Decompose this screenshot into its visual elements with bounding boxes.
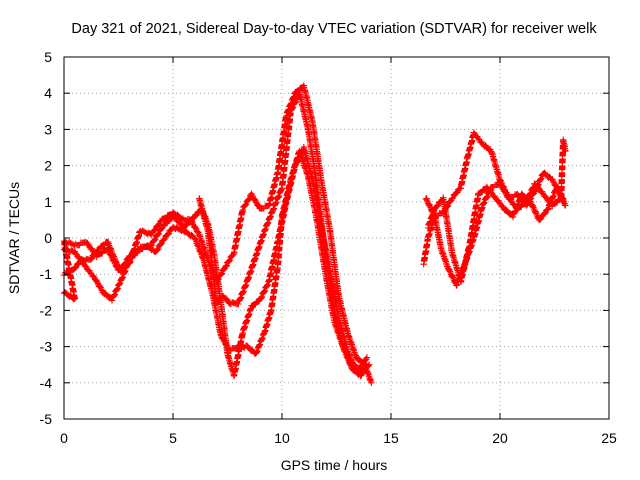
data-series-track-4 — [196, 89, 373, 380]
y-tick-label: -2 — [40, 302, 53, 318]
chart-title: Day 321 of 2021, Sidereal Day-to-day VTE… — [71, 21, 597, 37]
x-tick-label: 25 — [601, 430, 617, 446]
grid-lines — [64, 57, 609, 419]
y-tick-label: 0 — [44, 230, 52, 246]
x-tick-label: 0 — [60, 430, 68, 446]
y-tick-label: -1 — [40, 266, 53, 282]
y-tick-label: -5 — [40, 411, 53, 427]
y-tick-label: 1 — [44, 194, 52, 210]
x-axis-label: GPS time / hours — [281, 457, 388, 473]
data-series-track-7 — [424, 183, 567, 286]
data-point-markers — [196, 89, 373, 380]
x-tick-label: 10 — [274, 430, 290, 446]
y-tick-label: -4 — [40, 375, 53, 391]
x-tick-label: 5 — [169, 430, 177, 446]
y-tick-label: 3 — [44, 121, 52, 137]
y-tick-label: 5 — [44, 49, 52, 65]
data-point-markers — [424, 183, 567, 286]
y-tick-label: -3 — [40, 339, 53, 355]
data-points — [60, 82, 569, 386]
y-tick-label: 2 — [44, 158, 52, 174]
y-axis-label: SDTVAR / TECUs — [6, 182, 22, 294]
x-tick-label: 15 — [383, 430, 399, 446]
axis-ticks: 0 5 10 15 20 25 -5 -4 -3 -2 -1 0 1 2 3 4 5 — [40, 49, 617, 446]
y-tick-label: 4 — [44, 85, 52, 101]
x-tick-label: 20 — [492, 430, 508, 446]
